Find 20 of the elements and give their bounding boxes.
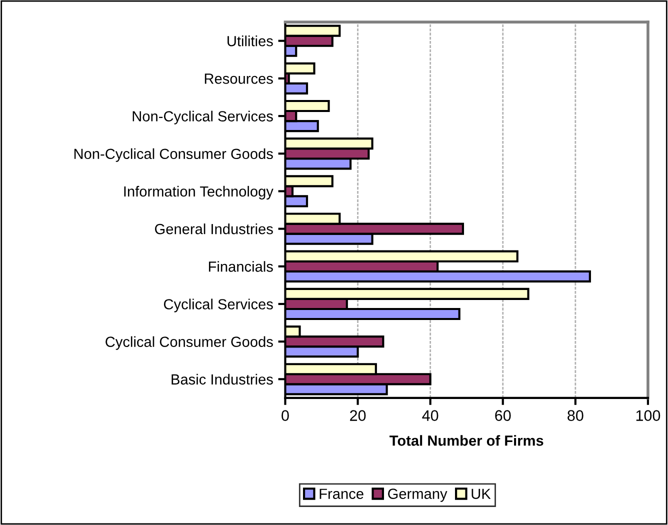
y-tick-label: Financials bbox=[208, 261, 273, 272]
y-tick-label: Basic Industries bbox=[172, 374, 273, 385]
y-tick-label: Resources bbox=[204, 74, 273, 84]
x-tick-label: 100 bbox=[636, 410, 660, 421]
legend-label: Germany bbox=[388, 488, 448, 502]
y-tick-label: Utilities bbox=[228, 36, 273, 46]
legend-label: France bbox=[320, 488, 364, 499]
x-tick-label: 80 bbox=[568, 410, 584, 421]
x-tick-label: 40 bbox=[422, 410, 438, 421]
y-tick-label: General Industries bbox=[155, 224, 273, 234]
y-tick-label: Cyclical Services bbox=[164, 298, 273, 312]
x-tick-label: 0 bbox=[282, 410, 289, 421]
y-tick-label: Non-Cyclical Services bbox=[132, 110, 273, 124]
x-axis-title: Total Number of Firms bbox=[390, 435, 544, 446]
y-tick-label: Cyclical Consumer Goods bbox=[106, 336, 273, 350]
y-tick-label: Information Technology bbox=[124, 186, 274, 200]
x-tick-label: 20 bbox=[350, 410, 366, 421]
legend-label: UK bbox=[472, 488, 491, 499]
y-tick-label: Non-Cyclical Consumer Goods bbox=[74, 148, 273, 162]
x-tick-label: 60 bbox=[495, 410, 511, 421]
